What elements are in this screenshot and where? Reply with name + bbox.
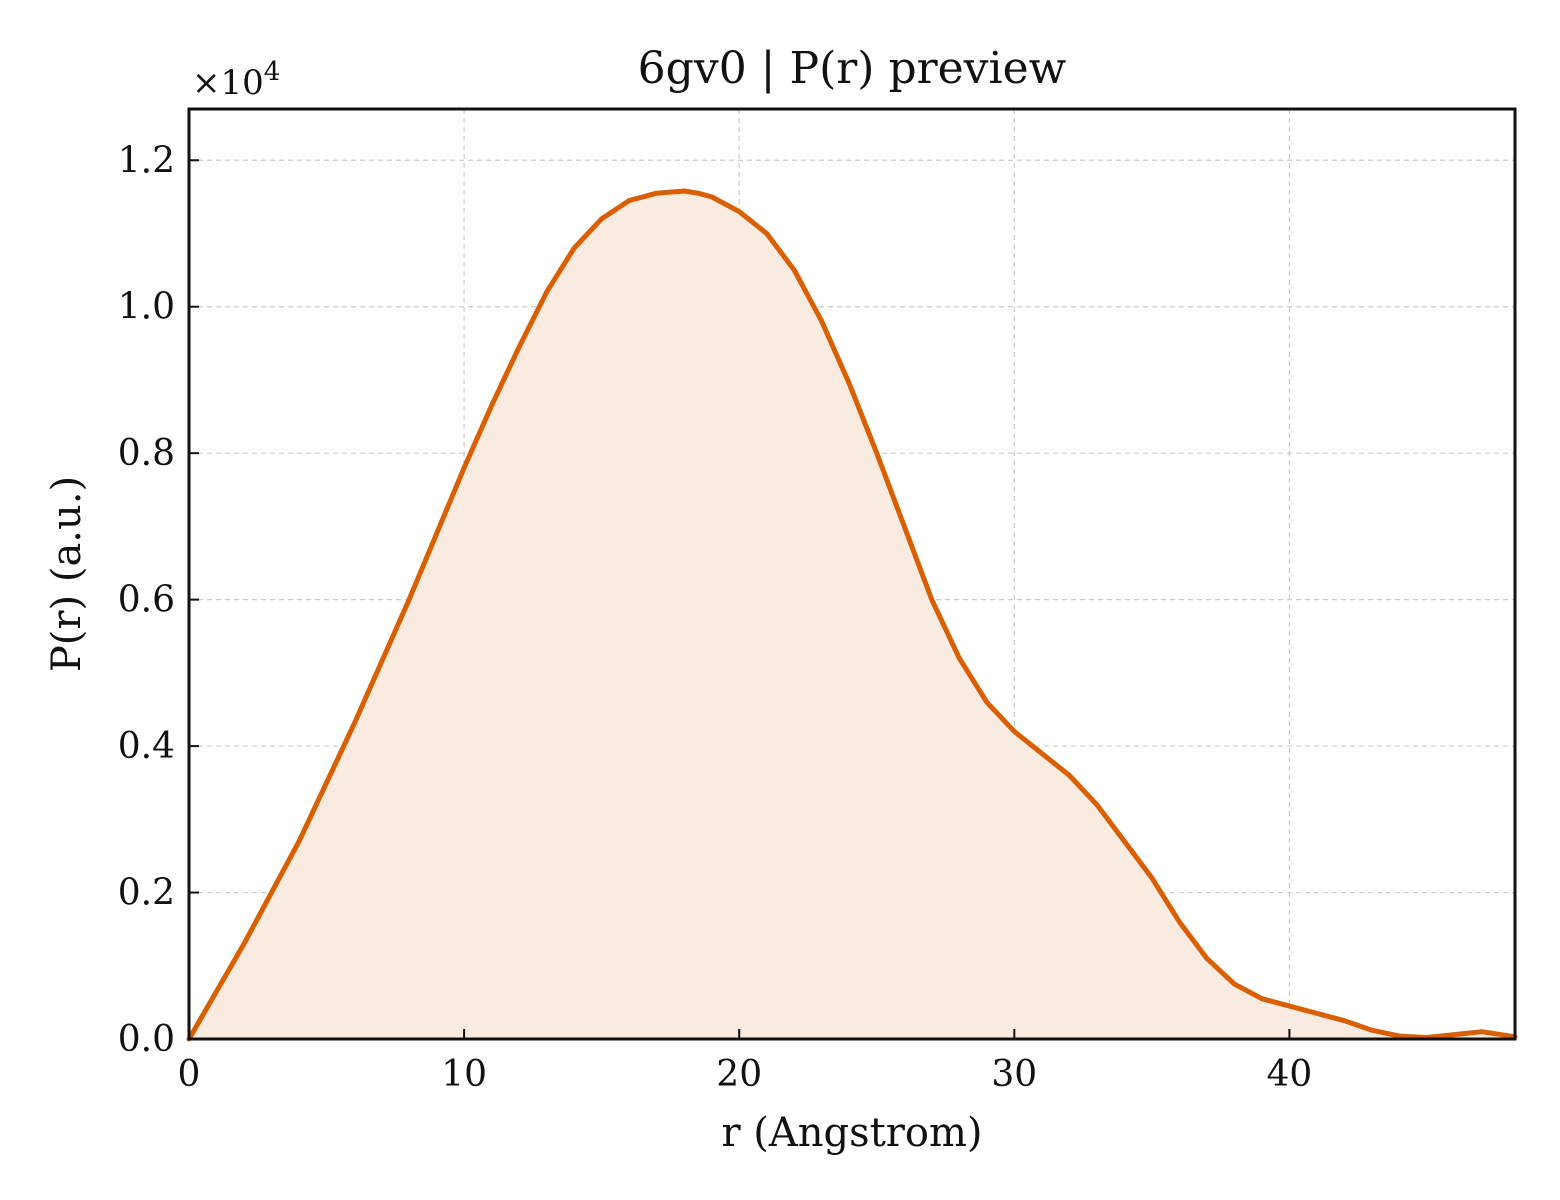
y-axis-multiplier: ×104 [192, 57, 280, 103]
x-tick-label: 0 [178, 1054, 201, 1095]
x-axis-label: r (Angstrom) [721, 1110, 982, 1156]
y-multiplier-base: ×10 [192, 63, 264, 103]
series-line [186, 188, 1518, 1042]
plot-frame [187, 107, 1517, 1041]
y-tick-label: 1.0 [118, 287, 175, 328]
x-tick-label: 10 [441, 1054, 487, 1095]
x-tick-label: 40 [1267, 1054, 1313, 1095]
axis-ticks: 0 10 20 30 40 0.0 0.2 0.4 0.6 0.8 1.0 1.2 [118, 140, 1313, 1095]
x-tick-label: 20 [716, 1054, 762, 1095]
y-tick-label: 1.2 [118, 140, 175, 181]
y-tick-label: 0.6 [118, 580, 175, 621]
x-tick-label: 30 [991, 1054, 1037, 1095]
y-tick-label: 0.4 [118, 726, 175, 767]
y-tick-label: 0.0 [118, 1019, 175, 1060]
y-tick-label: 0.8 [118, 433, 175, 474]
chart-title: 6gv0 | P(r) preview [638, 43, 1067, 94]
series-area-fill [189, 191, 1515, 1039]
y-multiplier-exponent: 4 [264, 57, 281, 87]
plot-series [186, 188, 1518, 1042]
y-axis-label: P(r) (a.u.) [44, 476, 90, 672]
y-tick-label: 0.2 [118, 873, 175, 914]
